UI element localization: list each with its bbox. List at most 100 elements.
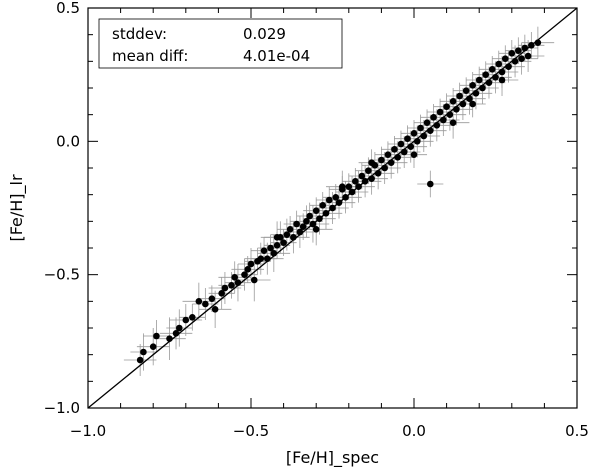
data-point	[495, 60, 503, 68]
data-point	[368, 159, 375, 166]
data-point	[534, 39, 542, 46]
data-point	[498, 68, 506, 76]
data-point	[312, 207, 320, 214]
data-point	[309, 220, 317, 228]
data-point	[195, 298, 203, 305]
data-point	[391, 146, 398, 153]
data-point	[358, 172, 366, 180]
data-point	[449, 119, 457, 126]
data-point	[211, 306, 219, 313]
data-point	[218, 290, 225, 297]
data-point	[524, 52, 532, 60]
data-point	[430, 114, 437, 121]
data-point	[521, 44, 529, 52]
data-point	[316, 215, 323, 222]
data-point	[365, 167, 372, 174]
data-point	[466, 95, 473, 102]
data-point	[325, 196, 333, 204]
data-point	[280, 239, 287, 246]
data-point	[322, 210, 330, 217]
data-point	[440, 116, 447, 124]
data-point	[355, 183, 362, 190]
data-point	[404, 135, 411, 142]
data-point	[293, 220, 300, 228]
data-point	[528, 42, 535, 49]
data-point	[453, 106, 460, 113]
y-tick-label: −1.0	[44, 399, 80, 417]
data-point	[410, 130, 418, 137]
data-point	[342, 194, 349, 201]
data-point	[283, 231, 291, 238]
data-point	[384, 151, 392, 158]
data-point	[469, 100, 476, 108]
data-point	[423, 119, 431, 126]
data-point	[286, 226, 294, 233]
x-tick-label: −0.5	[233, 422, 269, 440]
data-point	[449, 98, 457, 105]
data-point	[306, 212, 313, 220]
data-point	[260, 247, 268, 254]
data-point	[273, 234, 281, 241]
data-point	[290, 234, 297, 241]
data-point	[518, 55, 525, 62]
data-point	[332, 194, 340, 201]
data-point	[508, 50, 516, 57]
y-axis-label: [Fe/H]_lr	[7, 174, 27, 242]
data-point	[267, 244, 274, 252]
data-point	[189, 314, 196, 321]
data-point	[456, 92, 463, 100]
data-point	[427, 180, 434, 188]
data-point	[166, 335, 173, 342]
data-point	[244, 266, 252, 273]
axis-ticks	[87, 7, 578, 409]
data-point	[153, 332, 160, 340]
data-point	[234, 279, 242, 286]
data-point	[361, 178, 369, 185]
data-point	[427, 127, 434, 134]
data-point	[475, 76, 483, 84]
data-point	[420, 132, 428, 140]
data-point	[175, 324, 183, 332]
data-point	[270, 250, 278, 257]
data-point	[381, 164, 388, 172]
data-point	[407, 143, 415, 150]
data-point	[501, 55, 509, 62]
data-point	[352, 178, 359, 185]
data-point	[413, 138, 421, 145]
data-point	[368, 175, 375, 182]
data-point	[149, 343, 157, 350]
data-point	[299, 223, 307, 230]
data-point	[498, 76, 506, 84]
data-point	[348, 188, 356, 196]
data-point	[469, 82, 476, 89]
data-point	[208, 295, 216, 302]
x-tick-label: 0.5	[565, 422, 589, 440]
data-point	[257, 255, 265, 262]
data-point	[140, 348, 147, 356]
data-point	[410, 151, 418, 158]
data-point	[296, 228, 304, 236]
data-point	[231, 274, 238, 281]
data-point	[264, 255, 271, 262]
legend-box	[98, 18, 343, 69]
data-point	[446, 111, 454, 118]
data-point	[443, 103, 450, 110]
data-point	[462, 87, 470, 94]
data-point	[136, 356, 144, 364]
data-point	[511, 58, 519, 65]
data-point	[335, 199, 343, 206]
data-point	[459, 100, 467, 108]
data-point	[515, 47, 522, 54]
data-point	[479, 84, 486, 92]
data-point	[397, 140, 405, 148]
tick-labels: −1.0 −0.5 0.0 0.5 −1.0 −0.5 0.0 0.5	[44, 0, 589, 440]
data-point	[394, 154, 402, 161]
data-point	[488, 66, 496, 73]
data-point	[345, 183, 353, 190]
y-tick-label: 0.5	[56, 0, 80, 17]
data-point	[228, 282, 235, 289]
data-point	[250, 276, 258, 284]
data-point	[312, 226, 320, 233]
data-point	[436, 108, 444, 116]
